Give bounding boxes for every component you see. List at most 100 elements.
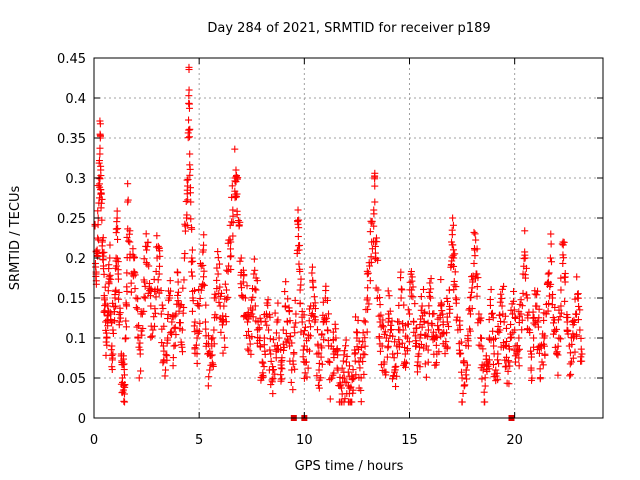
data-point	[223, 295, 231, 303]
data-point	[295, 260, 303, 268]
data-point	[122, 317, 130, 325]
data-point	[199, 248, 207, 256]
data-point	[509, 328, 517, 336]
data-point	[186, 125, 194, 133]
data-point	[554, 342, 562, 350]
data-point	[505, 380, 513, 388]
data-point	[278, 365, 286, 373]
data-point	[361, 342, 369, 350]
data-point	[140, 276, 148, 284]
data-point	[134, 295, 142, 303]
data-point	[322, 282, 330, 290]
data-point	[295, 224, 303, 232]
data-point	[569, 317, 577, 325]
data-point	[289, 360, 297, 368]
data-point	[169, 354, 177, 362]
data-point	[160, 347, 168, 355]
data-point	[545, 269, 553, 277]
data-point	[353, 343, 361, 351]
data-point	[339, 357, 347, 365]
data-point	[218, 321, 226, 329]
data-point	[124, 180, 132, 188]
data-point	[503, 338, 511, 346]
data-point	[468, 305, 476, 313]
data-point	[282, 278, 290, 286]
data-point	[187, 215, 195, 223]
data-point	[471, 252, 479, 260]
data-point	[286, 317, 294, 325]
data-point	[171, 323, 179, 331]
data-point	[279, 326, 287, 334]
data-point	[355, 337, 363, 345]
x-tick-label: 5	[195, 433, 203, 448]
data-point	[557, 302, 565, 310]
data-point	[301, 369, 309, 377]
data-point	[158, 339, 166, 347]
data-point	[329, 336, 337, 344]
data-point	[227, 252, 235, 260]
data-point	[515, 354, 523, 362]
data-point	[166, 277, 174, 285]
data-point	[260, 363, 268, 371]
data-point	[515, 334, 523, 342]
data-point	[451, 268, 459, 276]
data-point	[306, 347, 314, 355]
data-point	[521, 251, 529, 259]
data-point	[327, 374, 335, 382]
chart-title: Day 284 of 2021, SRMTID for receiver p18…	[207, 21, 490, 36]
data-point	[109, 329, 117, 337]
data-point	[196, 294, 204, 302]
data-point	[405, 338, 413, 346]
data-point	[200, 231, 208, 239]
data-point	[180, 303, 188, 311]
data-point	[251, 302, 259, 310]
y-tick-label: 0	[78, 412, 86, 427]
data-point	[318, 360, 326, 368]
data-point	[108, 366, 116, 374]
data-point	[176, 302, 184, 310]
data-point	[510, 297, 518, 305]
data-point	[315, 349, 323, 357]
data-point	[228, 182, 236, 190]
data-point	[127, 288, 135, 296]
data-point	[233, 207, 241, 215]
data-point	[424, 326, 432, 334]
data-point	[448, 257, 456, 265]
data-point	[245, 347, 253, 355]
data-point	[432, 341, 440, 349]
data-point	[376, 294, 384, 302]
data-point	[244, 309, 252, 317]
data-point	[147, 302, 155, 310]
data-point	[376, 301, 384, 309]
data-point	[516, 312, 524, 320]
data-point	[116, 309, 124, 317]
data-point	[348, 398, 356, 406]
data-point	[376, 347, 384, 355]
data-point	[514, 346, 522, 354]
data-point	[493, 356, 501, 364]
data-point	[124, 237, 132, 245]
data-point	[566, 360, 574, 368]
data-point	[102, 338, 110, 346]
data-point	[113, 207, 121, 215]
data-point	[372, 284, 380, 292]
data-point	[244, 345, 252, 353]
data-point	[288, 366, 296, 374]
data-point	[505, 357, 513, 365]
data-point	[112, 302, 120, 310]
data-point	[417, 340, 425, 348]
data-point	[105, 280, 113, 288]
data-point	[419, 285, 427, 293]
data-point	[411, 300, 419, 308]
data-point	[551, 303, 559, 311]
data-point	[188, 272, 196, 280]
data-point	[359, 338, 367, 346]
data-point	[408, 273, 416, 281]
data-point	[393, 372, 401, 380]
data-point	[99, 234, 107, 242]
data-point	[234, 217, 242, 225]
data-point	[122, 334, 130, 342]
data-point	[285, 304, 293, 312]
data-point	[193, 359, 201, 367]
data-point	[313, 326, 321, 334]
